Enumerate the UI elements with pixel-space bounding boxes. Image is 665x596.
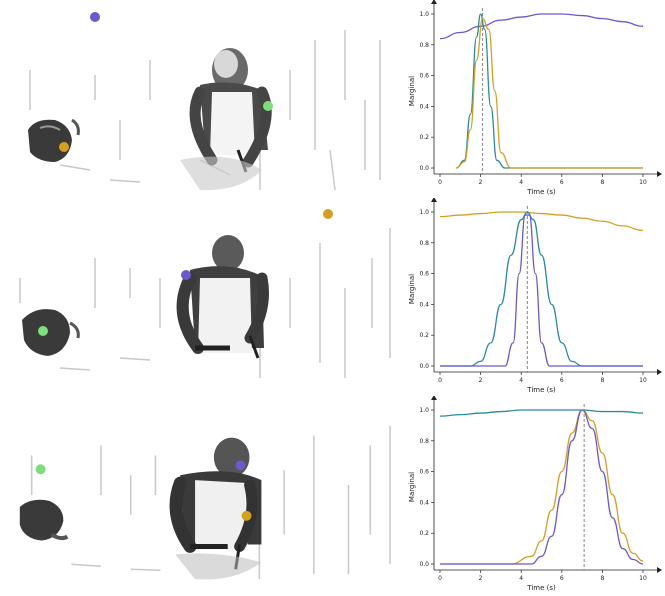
series-line-teal [440, 211, 643, 367]
x-tick-label: 8 [600, 179, 604, 186]
y-tick-label: 0.4 [419, 499, 429, 506]
marker-green [38, 326, 48, 336]
marginal-chart-3: 0 2 4 6 8 10 0.0 0.2 0.4 0.6 0.8 1.0 Time (s) Margi… [408, 396, 662, 592]
x-tick-label: 2 [479, 377, 483, 384]
x-tick-label: 0 [438, 377, 442, 384]
x-axis-label: Time (s) [526, 188, 556, 196]
y-tick-label: 0.4 [419, 301, 429, 308]
y-axis-label: Marginal [408, 76, 416, 106]
y-tick-label: 0.0 [419, 165, 429, 172]
background-streaks [19, 228, 391, 378]
series-line-purple [439, 13, 644, 40]
series-line-gold [439, 211, 644, 232]
x-tick-label: 4 [519, 179, 523, 186]
left-object [19, 499, 69, 541]
series-line-gold [440, 409, 644, 565]
marker-purple [181, 270, 191, 280]
chart-series [439, 13, 644, 169]
x-axis-arrow [657, 369, 662, 375]
y-tick-label: 0.8 [419, 438, 429, 445]
marker-green [263, 101, 273, 111]
scene-render-3 [19, 425, 391, 580]
y-tick-label: 0.2 [419, 134, 429, 141]
person-figure [169, 437, 262, 580]
marker-gold [59, 142, 69, 152]
chart-axes: 0 2 4 6 8 10 0.0 0.2 0.4 0.6 0.8 1.0 [419, 198, 662, 384]
x-tick-label: 10 [639, 575, 647, 582]
left-object [28, 118, 80, 162]
marker-purple [90, 12, 100, 22]
y-tick-label: 0.6 [419, 469, 429, 476]
x-tick-label: 4 [519, 575, 523, 582]
y-tick-label: 0.6 [419, 73, 429, 80]
y-axis-label: Marginal [408, 472, 416, 502]
x-axis-label: Time (s) [526, 584, 556, 592]
marker-purple [235, 460, 246, 471]
marginal-chart-1: 0 2 4 6 8 10 0.0 0.2 0.4 0.6 0.8 1.0 Time (s) Margi… [408, 0, 662, 196]
x-tick-label: 0 [438, 179, 442, 186]
y-tick-label: 0.4 [419, 103, 429, 110]
person-figure [180, 48, 272, 191]
y-tick-label: 0.0 [419, 561, 429, 568]
y-tick-label: 0.8 [419, 42, 429, 49]
series-line-purple [440, 409, 644, 565]
marginal-chart-2: 0 2 4 6 8 10 0.0 0.2 0.4 0.6 0.8 1.0 Time (s) Margi… [408, 198, 662, 394]
y-tick-label: 1.0 [419, 209, 429, 216]
y-tick-label: 0.6 [419, 271, 429, 278]
y-tick-label: 1.0 [419, 11, 429, 18]
x-tick-label: 10 [639, 179, 647, 186]
x-tick-label: 6 [560, 575, 564, 582]
scene-render-1 [28, 12, 381, 191]
y-tick-label: 1.0 [419, 407, 429, 414]
marker-green [35, 464, 46, 475]
keypoint-markers [35, 460, 252, 521]
y-axis-arrow [431, 396, 437, 400]
y-tick-label: 0.0 [419, 363, 429, 370]
y-tick-label: 0.2 [419, 530, 429, 537]
series-line-gold [456, 17, 643, 169]
panel-row-2: 0 2 4 6 8 10 0.0 0.2 0.4 0.6 0.8 1.0 Time (s) Margi… [0, 198, 665, 396]
keypoint-markers [59, 12, 273, 152]
x-tick-label: 2 [479, 179, 483, 186]
x-tick-label: 4 [519, 377, 523, 384]
y-axis-label: Marginal [408, 274, 416, 304]
x-tick-label: 6 [560, 179, 564, 186]
chart-axes: 0 2 4 6 8 10 0.0 0.2 0.4 0.6 0.8 1.0 [419, 0, 662, 186]
x-tick-label: 8 [600, 377, 604, 384]
y-axis-arrow [431, 0, 437, 4]
series-line-teal [439, 409, 644, 417]
x-axis-arrow [657, 567, 662, 573]
person-figure [176, 235, 269, 359]
y-axis-arrow [431, 198, 437, 202]
left-object [22, 309, 80, 356]
chart-axes: 0 2 4 6 8 10 0.0 0.2 0.4 0.6 0.8 1.0 [419, 396, 662, 582]
background-streaks [30, 425, 391, 580]
x-axis-label: Time (s) [526, 386, 556, 394]
x-tick-label: 6 [560, 377, 564, 384]
x-tick-label: 8 [600, 575, 604, 582]
y-tick-label: 0.8 [419, 240, 429, 247]
series-line-teal [456, 13, 643, 169]
marker-gold [241, 510, 252, 521]
x-tick-label: 10 [639, 377, 647, 384]
marker-gold [323, 209, 333, 219]
keypoint-markers [38, 209, 333, 336]
y-tick-label: 0.2 [419, 332, 429, 339]
series-line-purple [440, 214, 643, 367]
x-tick-label: 0 [438, 575, 442, 582]
x-tick-label: 2 [479, 575, 483, 582]
chart-series [439, 409, 644, 565]
x-axis-arrow [657, 171, 662, 177]
chart-series [439, 211, 644, 367]
panel-row-1: 0 2 4 6 8 10 0.0 0.2 0.4 0.6 0.8 1.0 Time (s) Margi… [0, 0, 665, 198]
panel-row-3: 0 2 4 6 8 10 0.0 0.2 0.4 0.6 0.8 1.0 Time (s) Margi… [0, 396, 665, 594]
scene-render-2 [19, 209, 391, 378]
